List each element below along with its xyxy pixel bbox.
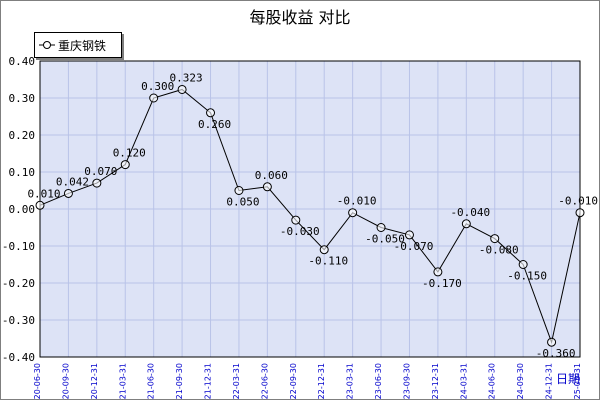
data-point <box>518 260 528 269</box>
data-label: 0.300 <box>141 80 174 93</box>
data-point <box>461 219 471 229</box>
data-point <box>575 208 585 218</box>
x-tick-label: 2022-09-30 <box>289 363 298 400</box>
y-tick-label: 0.30 <box>9 92 36 105</box>
data-label: 0.050 <box>226 196 259 209</box>
data-point <box>177 84 187 94</box>
y-tick-label: 0.00 <box>9 203 36 216</box>
data-point <box>35 200 45 210</box>
data-point <box>490 234 500 244</box>
data-label: -0.010 <box>558 195 598 208</box>
data-label: 0.010 <box>27 187 60 200</box>
data-point <box>92 178 102 188</box>
x-tick-label: 2021-06-30 <box>147 363 156 400</box>
legend-marker-icon <box>39 41 55 49</box>
data-point <box>291 215 301 225</box>
y-tick-label: -0.20 <box>2 277 35 290</box>
x-tick-label: 2020-12-31 <box>90 363 99 400</box>
data-label: -0.360 <box>536 347 576 360</box>
data-point <box>206 108 216 118</box>
legend-label: 重庆钢铁 <box>58 38 107 53</box>
data-label: -0.010 <box>337 195 377 208</box>
y-tick-label: -0.30 <box>2 314 35 327</box>
x-tick-label: 2023-12-31 <box>431 363 440 400</box>
series-line <box>39 88 581 344</box>
data-label: 0.060 <box>255 169 288 182</box>
data-point <box>348 208 358 218</box>
data-point <box>63 188 73 198</box>
data-label: -0.030 <box>280 225 320 238</box>
legend: 重庆钢铁 <box>34 32 122 58</box>
data-label: -0.150 <box>507 270 547 283</box>
data-label: -0.170 <box>422 277 462 290</box>
x-tick-label: 2020-06-30 <box>33 363 42 400</box>
data-point <box>234 186 244 195</box>
data-label: -0.040 <box>450 206 490 219</box>
data-point <box>376 223 386 232</box>
x-tick-label: 2023-03-31 <box>346 363 355 400</box>
x-tick-label: 2021-03-31 <box>118 363 127 400</box>
x-axis-title: 日期 <box>556 372 580 386</box>
x-tick-label: 2024-09-30 <box>516 363 525 400</box>
x-tick-label: 2023-09-30 <box>402 363 411 400</box>
data-point <box>319 245 329 255</box>
y-tick-label: 0.10 <box>9 166 36 179</box>
x-tick-label: 2021-12-31 <box>204 363 213 400</box>
x-tick-label: 2025-03-31 <box>573 363 582 400</box>
chart-title: 每股收益 对比 <box>249 8 351 27</box>
data-label: 0.323 <box>170 71 203 84</box>
data-point <box>120 160 130 170</box>
x-tick-label: 2024-06-30 <box>488 363 497 400</box>
data-point <box>547 337 557 347</box>
data-label: -0.110 <box>308 255 348 268</box>
x-tick-label: 2022-12-31 <box>317 363 326 400</box>
data-point <box>149 93 159 103</box>
data-label: 0.042 <box>56 175 89 188</box>
y-tick-label: -0.40 <box>2 351 35 364</box>
y-tick-label: 0.20 <box>9 129 36 142</box>
x-tick-label: 2024-03-31 <box>459 363 468 400</box>
x-tick-label: 2023-06-30 <box>374 363 383 400</box>
data-label: 0.070 <box>84 165 117 178</box>
x-tick-label: 2022-03-31 <box>232 363 241 400</box>
x-tick-label: 2022-06-30 <box>260 363 269 400</box>
data-label: -0.050 <box>365 233 405 246</box>
x-tick-label: 2020-09-30 <box>61 363 70 400</box>
data-point <box>433 267 443 277</box>
y-tick-label: 0.40 <box>9 55 36 68</box>
data-label: -0.080 <box>479 244 519 257</box>
data-label: 0.120 <box>113 147 146 160</box>
x-tick-label: 2024-12-31 <box>545 363 554 400</box>
data-label: 0.260 <box>198 118 231 131</box>
y-tick-label: -0.10 <box>2 240 35 253</box>
data-label: -0.070 <box>394 240 434 253</box>
data-point <box>262 182 272 192</box>
x-tick-label: 2021-09-30 <box>175 363 184 400</box>
data-point <box>404 230 414 240</box>
